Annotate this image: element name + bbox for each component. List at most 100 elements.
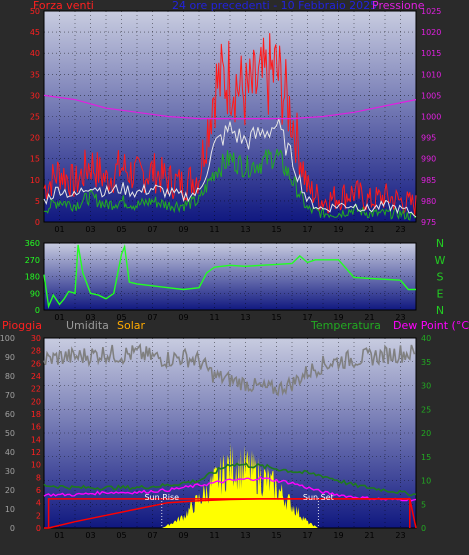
pressure-line [43, 94, 417, 120]
wind-x-tick-label: 03 [85, 225, 95, 234]
climate-x-tick-label: 23 [395, 531, 405, 540]
wind-x-tick-label: 13 [240, 225, 250, 234]
wind-x-tick-label: 07 [147, 225, 157, 234]
dew-point-line [43, 475, 417, 502]
direction-x-tick-label: 07 [147, 313, 157, 322]
wind-mean-line [43, 117, 417, 218]
rain-y-tick-label: 30 [31, 334, 41, 343]
humidity-y-tick-label: 50 [5, 429, 15, 438]
wind-x-tick-label: 01 [54, 225, 64, 234]
climate-x-tick-label: 11 [209, 531, 219, 540]
climate-x-tick-label: 05 [116, 531, 126, 540]
rain-y-tick-label: 20 [31, 397, 41, 406]
humidity-y-tick-label: 10 [5, 505, 15, 514]
wind-x-tick-label: 05 [116, 225, 126, 234]
climate-x-tick-label: 15 [271, 531, 281, 540]
climate-x-tick-label: 17 [302, 531, 312, 540]
direction-x-tick-label: 01 [54, 313, 64, 322]
wind-y-tick-label: 0 [35, 218, 40, 227]
rain-y-tick-label: 6 [36, 486, 41, 495]
direction-x-tick-label: 21 [364, 313, 374, 322]
wind-y-tick-label: 30 [30, 91, 40, 100]
sun-rise-label: Sun Rise [144, 493, 179, 502]
climate-x-tick-label: 21 [364, 531, 374, 540]
rain-y-tick-label: 24 [31, 372, 41, 381]
pressure-y-tick-label: 995 [421, 134, 436, 143]
climate-x-tick-label: 09 [178, 531, 188, 540]
direction-y-tick-label: 270 [25, 256, 40, 265]
wind-x-tick-label: 09 [178, 225, 188, 234]
direction-x-tick-label: 05 [116, 313, 126, 322]
rain-y-tick-label: 18 [31, 410, 41, 419]
temperature-y-tick-label: 30 [421, 382, 431, 391]
wind-gust-line [43, 33, 417, 216]
pressure-y-tick-label: 1005 [421, 91, 441, 100]
wind-x-tick-label: 19 [333, 225, 343, 234]
wind-y-tick-label: 5 [35, 197, 40, 206]
rain-y-tick-label: 0 [36, 524, 41, 533]
humidity-y-tick-label: 60 [5, 410, 15, 419]
temperature-y-tick-label: 40 [421, 334, 431, 343]
wind-direction-line [43, 244, 416, 309]
rain-y-tick-label: 22 [31, 385, 41, 394]
wind-y-tick-label: 15 [30, 155, 40, 164]
rain-y-tick-label: 2 [36, 511, 41, 520]
climate-x-tick-label: 03 [85, 531, 95, 540]
wind-y-tick-label: 10 [30, 176, 40, 185]
dew-point-label: Dew Point (°C) [393, 319, 469, 332]
direction-x-tick-label: 03 [85, 313, 95, 322]
temperature-y-tick-label: 15 [421, 453, 431, 462]
temperature-y-tick-label: 25 [421, 405, 431, 414]
climate-x-tick-label: 19 [333, 531, 343, 540]
direction-x-tick-label: 19 [333, 313, 343, 322]
rain-y-tick-label: 16 [31, 423, 41, 432]
temperature-y-tick-label: 0 [421, 524, 426, 533]
humidity-y-tick-label: 20 [5, 486, 15, 495]
climate-x-tick-label: 07 [147, 531, 157, 540]
wind-y-tick-label: 35 [30, 70, 40, 79]
direction-x-tick-label: 11 [209, 313, 219, 322]
direction-y-tick-label: 180 [25, 273, 40, 282]
direction-y-tick-label: 360 [25, 239, 40, 248]
rain-y-tick-label: 4 [36, 499, 41, 508]
humidity-y-tick-label: 70 [5, 391, 15, 400]
pressure-y-tick-label: 1020 [421, 28, 441, 37]
chart-title: 24 ore precedenti - 10 Febbraio 2025 [172, 0, 378, 12]
pressure-y-tick-label: 980 [421, 197, 436, 206]
humidity-line [43, 342, 416, 397]
pressure-y-tick-label: 1000 [421, 113, 441, 122]
humidity-y-tick-label: 0 [10, 524, 15, 533]
rain-y-tick-label: 14 [31, 435, 41, 444]
wind-x-tick-label: 21 [364, 225, 374, 234]
wind-y-tick-label: 20 [30, 134, 40, 143]
humidity-y-tick-label: 100 [0, 334, 15, 343]
rain-label: Pioggia [2, 319, 42, 332]
cardinal-label: N [436, 304, 444, 317]
humidity-y-tick-label: 40 [5, 448, 15, 457]
climate-x-tick-label: 01 [54, 531, 64, 540]
rain-y-tick-label: 26 [31, 359, 41, 368]
pressure-label: Pressione [372, 0, 425, 12]
pressure-y-tick-label: 1010 [421, 70, 441, 79]
rain-y-tick-label: 8 [36, 473, 41, 482]
temperature-y-tick-label: 10 [421, 477, 431, 486]
cardinal-label: E [437, 287, 444, 300]
humidity-y-tick-label: 80 [5, 372, 15, 381]
temperature-y-tick-label: 20 [421, 429, 431, 438]
cardinal-label: W [435, 254, 446, 267]
wind-plot-area [43, 10, 417, 223]
humidity-label: Umidita [66, 319, 109, 332]
wind-y-tick-label: 25 [30, 113, 40, 122]
direction-x-tick-label: 17 [302, 313, 312, 322]
pressure-y-tick-label: 1015 [421, 49, 441, 58]
pressure-y-tick-label: 990 [421, 155, 436, 164]
direction-x-tick-label: 15 [271, 313, 281, 322]
wind-x-tick-label: 15 [271, 225, 281, 234]
wind-x-tick-label: 23 [395, 225, 405, 234]
climate-x-tick-label: 13 [240, 531, 250, 540]
humidity-y-tick-label: 90 [5, 353, 15, 362]
wind-y-tick-label: 50 [30, 7, 40, 16]
wind-y-tick-label: 45 [30, 28, 40, 37]
